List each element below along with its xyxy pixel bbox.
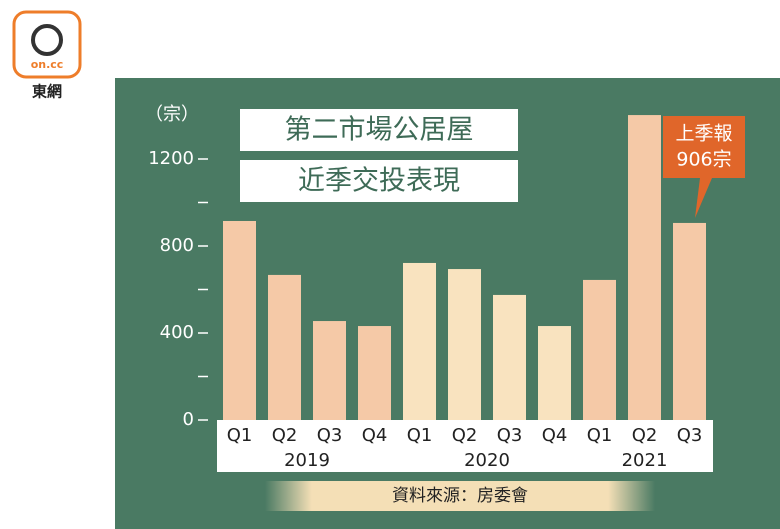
bar [448, 269, 481, 420]
logo-icon [31, 24, 63, 56]
annotation-box [663, 116, 745, 218]
title-box [240, 109, 518, 151]
category-band [217, 420, 713, 472]
bar [358, 326, 391, 420]
x-tick-label: Q2 [632, 425, 658, 446]
source-band [265, 481, 655, 511]
bar [268, 274, 301, 420]
y-tick-label: 0 [183, 409, 194, 430]
x-tick-label: Q1 [227, 425, 253, 446]
bar [628, 115, 661, 420]
logo-box [12, 10, 82, 79]
x-tick-label: Q3 [497, 425, 523, 446]
chart-title: 第二市場公居屋 [285, 115, 474, 146]
y-tick-label: 1200 [148, 148, 194, 169]
x-tick-label: Q4 [362, 425, 388, 446]
y-axis-label: （宗） [145, 104, 199, 125]
x-tick-label: Q3 [677, 425, 703, 446]
bar [538, 326, 571, 420]
x-tick-label: Q2 [452, 425, 478, 446]
source: 資料來源：房委會 [392, 486, 528, 506]
x-tick-label: Q1 [407, 425, 433, 446]
logo-mark: on.cc [31, 58, 64, 71]
bar [403, 262, 436, 420]
group-label: 2019 [284, 450, 330, 471]
bar [673, 222, 706, 420]
chart-title: 近季交投表現 [298, 166, 460, 197]
bar [313, 321, 346, 420]
y-tick-label: 800 [160, 235, 194, 256]
x-tick-label: Q4 [542, 425, 568, 446]
x-tick-label: Q1 [587, 425, 613, 446]
y-tick-label: 400 [160, 322, 194, 343]
group-label: 2020 [464, 450, 510, 471]
annotation: 上季報 [675, 123, 732, 145]
title-box [240, 160, 518, 202]
group-label: 2021 [622, 450, 668, 471]
bar [493, 294, 526, 420]
bar [583, 279, 616, 420]
annotation: 906宗 [676, 149, 731, 171]
x-tick-label: Q2 [272, 425, 298, 446]
bar [223, 220, 256, 420]
logo-name: 東網 [32, 83, 62, 101]
x-tick-label: Q3 [317, 425, 343, 446]
